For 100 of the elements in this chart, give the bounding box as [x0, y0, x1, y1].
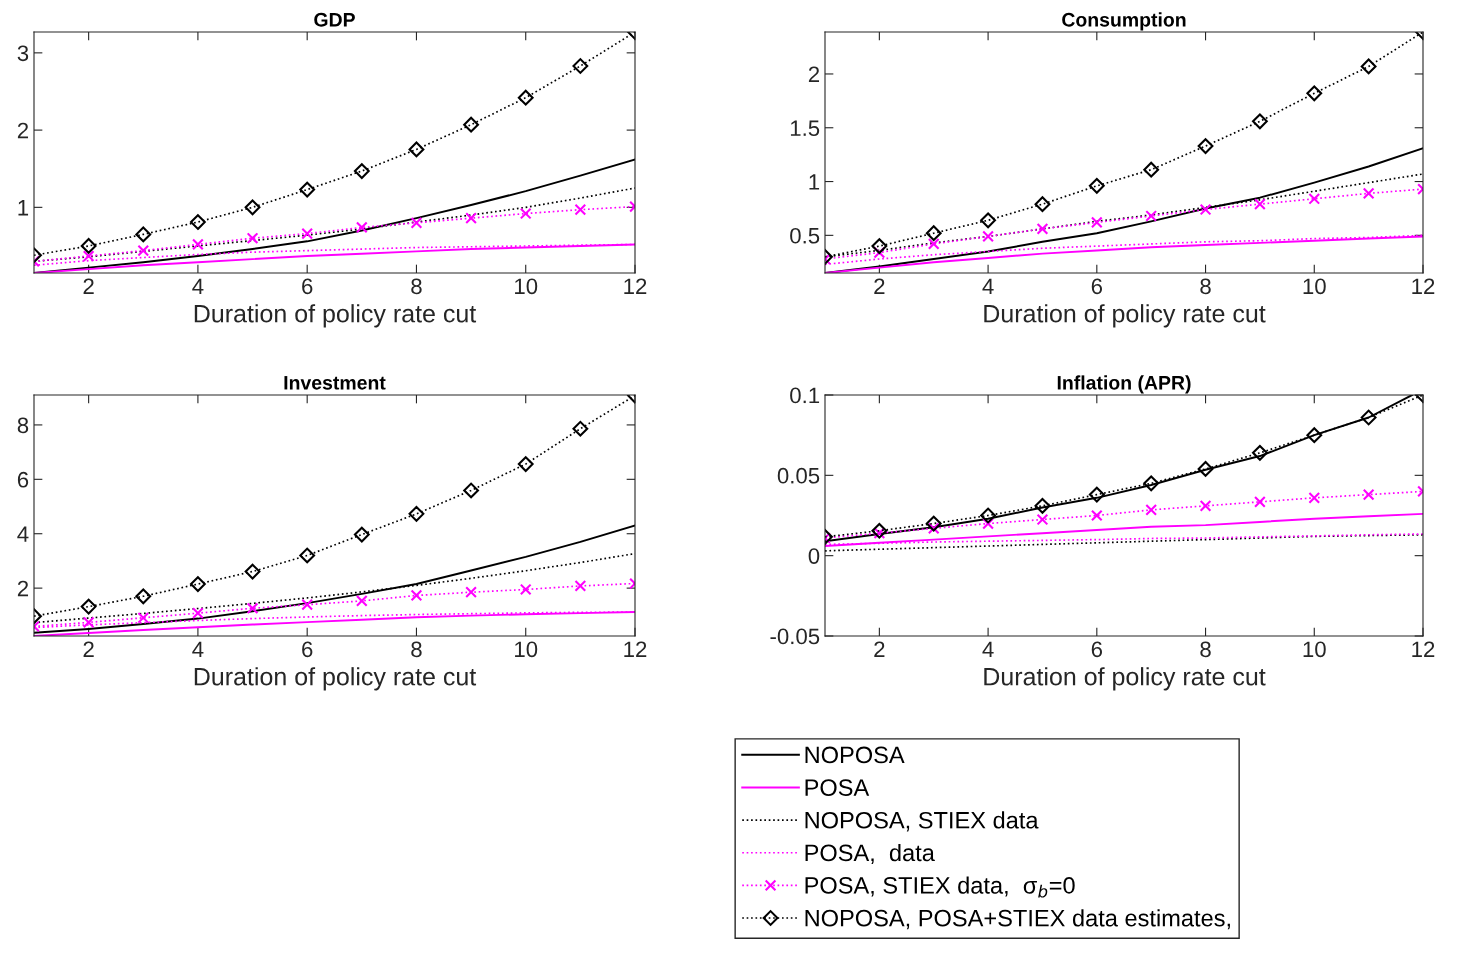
point [1306, 427, 1323, 444]
point [980, 507, 996, 524]
point [1360, 409, 1377, 426]
chart-title: GDP [314, 12, 355, 27]
x-tick-label: 10 [1303, 278, 1326, 295]
point [927, 238, 940, 250]
point [873, 527, 886, 540]
legend-label: POSA [805, 779, 870, 796]
point [355, 595, 368, 607]
x-tick-label: 2 [83, 278, 94, 294]
x-tick-label: 6 [302, 641, 313, 658]
x-tick-label: 12 [624, 641, 647, 657]
x-tick-label: 8 [411, 278, 422, 295]
point [1036, 222, 1049, 235]
point [982, 230, 994, 243]
point [135, 226, 152, 243]
y-tick-label: 8 [17, 417, 29, 434]
point [927, 522, 940, 535]
point [871, 522, 888, 539]
point [517, 89, 534, 106]
point [1143, 475, 1160, 492]
point [1197, 460, 1214, 477]
point [925, 225, 942, 242]
x-tick-label: 4 [982, 641, 994, 657]
legend-label: POSA, STIEX data, σ$_{b}$=0 [805, 876, 1075, 898]
point [408, 141, 425, 158]
point [1145, 503, 1158, 516]
point [137, 244, 150, 257]
chart-title: Investment [284, 376, 386, 390]
point [1252, 113, 1268, 130]
point [980, 212, 996, 229]
point [410, 216, 423, 229]
y-tick-label: -0.05 [770, 628, 820, 645]
x-tick-label: 10 [515, 641, 538, 658]
x-tick-label: 10 [1303, 641, 1326, 658]
x-tick-label: 4 [982, 278, 994, 294]
x-axis-title: Duration of policy rate cut [194, 304, 477, 328]
x-axis-title: Duration of policy rate cut [194, 667, 477, 691]
point [572, 420, 589, 437]
point [355, 221, 368, 234]
point [1308, 491, 1321, 504]
legend-label: POSA, data [805, 843, 935, 865]
x-tick-label: 2 [83, 641, 94, 657]
point [574, 203, 587, 216]
point [1036, 513, 1049, 526]
legend-label: NOPOSA, POSA+STIEX data estimates, [805, 909, 1230, 930]
point [408, 505, 425, 522]
point [190, 576, 206, 592]
x-tick-label: 4 [192, 641, 204, 657]
point [135, 588, 152, 605]
point [519, 583, 532, 596]
chart-title: Consumption [1062, 12, 1186, 31]
point [244, 199, 261, 216]
point [574, 580, 587, 592]
x-tick-label: 8 [1200, 641, 1211, 658]
x-tick-label: 6 [1091, 278, 1103, 295]
point [301, 227, 314, 240]
point [1034, 497, 1051, 514]
point [246, 602, 259, 615]
point [925, 515, 942, 532]
y-tick-label: 1.5 [790, 120, 820, 137]
point [1199, 203, 1212, 216]
y-tick-label: 0.5 [790, 227, 820, 244]
point [190, 214, 206, 230]
point [572, 58, 589, 74]
x-tick-label: 6 [1091, 641, 1103, 658]
point [1088, 177, 1105, 194]
point [301, 598, 314, 611]
point [80, 598, 97, 615]
y-tick-label: 6 [17, 471, 29, 488]
point [1362, 488, 1375, 501]
point [465, 586, 477, 599]
point [353, 526, 370, 543]
y-tick-label: 2 [808, 66, 820, 83]
x-tick-label: 6 [302, 278, 313, 295]
point [1362, 187, 1375, 200]
x-tick-label: 8 [411, 641, 422, 658]
x-tick-label: 2 [874, 641, 885, 657]
point [463, 482, 479, 499]
legend-label: NOPOSA [805, 746, 905, 764]
point [871, 238, 888, 255]
point [1252, 444, 1268, 461]
point [1145, 210, 1158, 222]
x-tick-label: 8 [1200, 278, 1211, 295]
x-tick-label: 4 [192, 278, 204, 294]
y-tick-label: 2 [17, 580, 29, 597]
point [192, 238, 204, 251]
x-tick-label: 12 [1412, 641, 1435, 657]
point [465, 212, 477, 225]
point [192, 607, 204, 620]
point [1197, 138, 1214, 154]
point [299, 181, 316, 198]
point [1306, 85, 1323, 102]
point [299, 547, 316, 564]
point [1090, 509, 1103, 522]
line-series [825, 533, 1423, 552]
y-tick-label: 0 [808, 548, 820, 564]
point [463, 116, 479, 133]
point [1254, 495, 1266, 508]
point [410, 589, 423, 602]
